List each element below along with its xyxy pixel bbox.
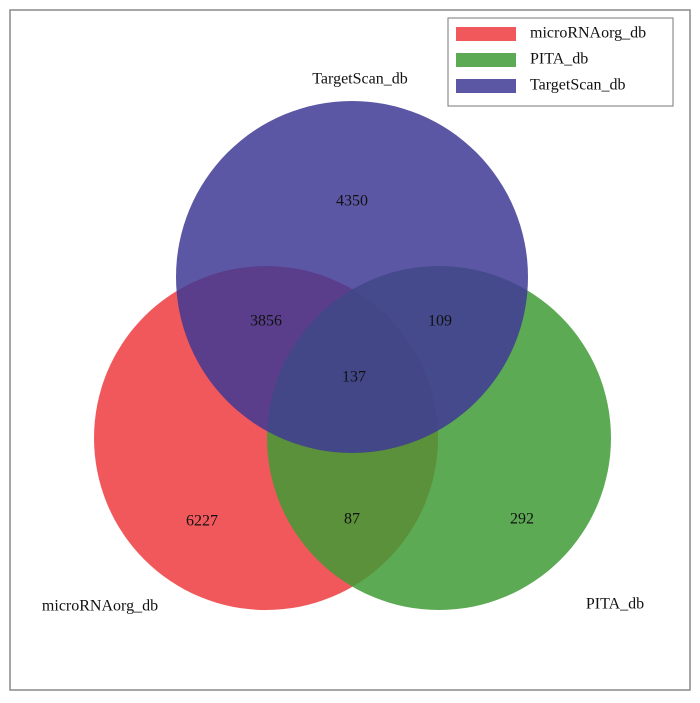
legend-swatch — [456, 53, 516, 67]
legend-swatch — [456, 27, 516, 41]
legend-swatch — [456, 79, 516, 93]
legend: microRNAorg_db PITA_db TargetScan_db — [447, 17, 674, 107]
region-count: 87 — [344, 511, 360, 528]
region-count: 109 — [428, 313, 452, 330]
region-count: 292 — [510, 511, 534, 528]
set-circle — [176, 101, 528, 453]
region-count: 4350 — [336, 193, 368, 210]
region-count: 3856 — [250, 313, 282, 330]
set-label: TargetScan_db — [312, 71, 407, 88]
venn-labels: microRNAorg_db PITA_db TargetScan_db 6227 29… — [42, 71, 644, 615]
set-label: microRNAorg_db — [42, 598, 158, 615]
region-count: 137 — [342, 369, 366, 386]
legend-label: PITA_db — [530, 51, 588, 68]
set-label: PITA_db — [586, 596, 644, 613]
legend-label: microRNAorg_db — [530, 25, 646, 42]
legend-label: TargetScan_db — [530, 77, 625, 94]
region-count: 6227 — [186, 513, 218, 530]
venn-circles — [94, 101, 611, 610]
